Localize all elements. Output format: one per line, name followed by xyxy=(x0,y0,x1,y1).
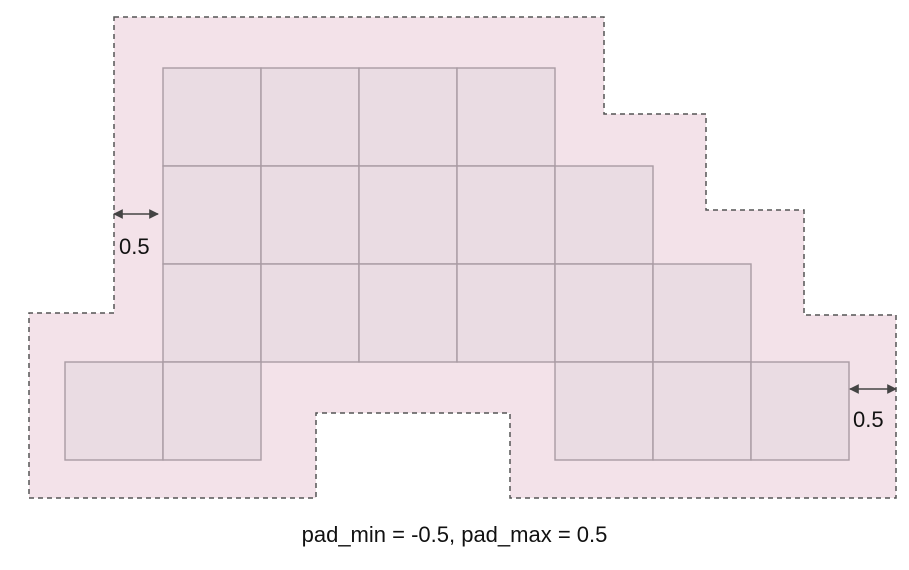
grid-cell xyxy=(750,361,850,461)
grid-cell xyxy=(162,361,262,461)
grid-cell xyxy=(358,165,458,265)
grid-cell xyxy=(456,67,556,167)
grid-cell xyxy=(456,263,556,363)
grid-cell xyxy=(554,263,654,363)
grid-cell xyxy=(162,165,262,265)
grid-cell xyxy=(456,165,556,265)
grid-cell xyxy=(652,263,752,363)
grid-cell xyxy=(358,263,458,363)
grid-cell xyxy=(260,67,360,167)
grid-cell xyxy=(652,361,752,461)
grid-cells xyxy=(64,67,850,461)
grid-cell xyxy=(162,263,262,363)
right-padding-label: 0.5 xyxy=(853,407,884,432)
grid-cell xyxy=(554,361,654,461)
grid-cell xyxy=(358,67,458,167)
grid-cell xyxy=(260,263,360,363)
left-padding-label: 0.5 xyxy=(119,234,150,259)
grid-cell xyxy=(554,165,654,265)
grid-cell xyxy=(162,67,262,167)
grid-cell xyxy=(64,361,164,461)
grid-cell xyxy=(260,165,360,265)
caption: pad_min = -0.5, pad_max = 0.5 xyxy=(301,522,608,547)
